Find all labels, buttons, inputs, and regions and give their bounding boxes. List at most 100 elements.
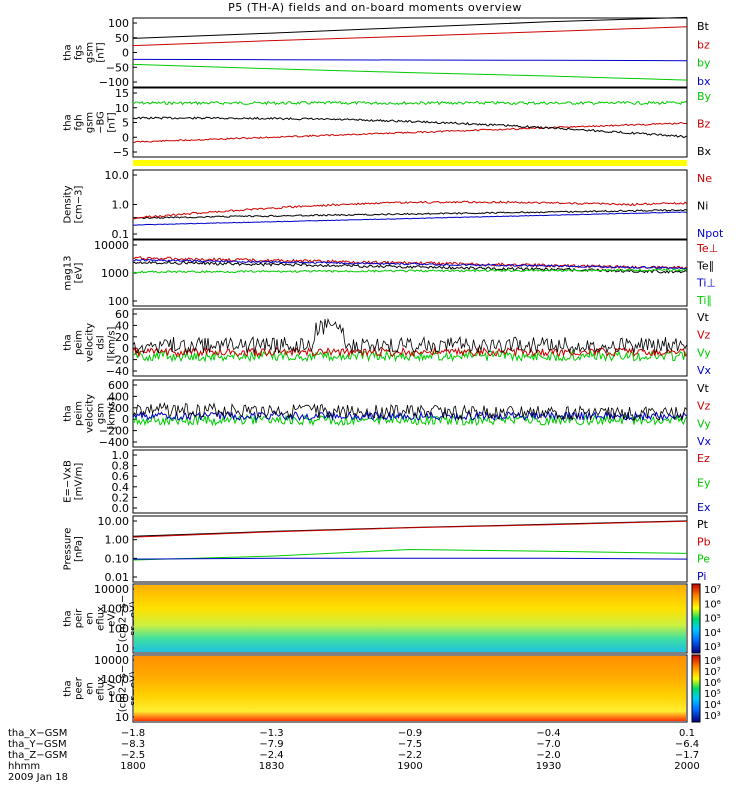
legend-by: by bbox=[697, 57, 711, 70]
legend-Bz: Bz bbox=[697, 118, 711, 131]
ylabel-line: −BG bbox=[96, 111, 107, 134]
ytick-density: 10.0 bbox=[105, 169, 130, 182]
legend-Vy: Vy bbox=[697, 417, 711, 430]
series-Ti-perp bbox=[132, 258, 687, 270]
date-label: 2009 Jan 18 bbox=[8, 772, 68, 783]
ephem-row: tha_Z−GSM −2.5 −2.4 −2.2 −2.0 −1.7 bbox=[8, 750, 699, 761]
series-Ne bbox=[132, 200, 687, 220]
ytick-fgs: 100 bbox=[108, 17, 129, 30]
legend-Vt: Vt bbox=[697, 382, 710, 395]
series-Vt-gsm bbox=[132, 401, 687, 422]
ephem-label: hhmm bbox=[8, 761, 41, 772]
ephem-value: −1.3 bbox=[259, 728, 284, 739]
ylabel-line: en bbox=[85, 612, 96, 625]
ytick-vel1: 40 bbox=[115, 319, 129, 332]
ylabel-density: Density [cm−3] bbox=[63, 185, 85, 223]
series-bz bbox=[132, 26, 688, 47]
legend-Pi: Pi bbox=[697, 570, 706, 583]
legend-Te⊥: Te⊥ bbox=[696, 242, 718, 255]
legend-By: By bbox=[697, 90, 712, 103]
ytick-density: 1.0 bbox=[112, 199, 130, 212]
ephem-value: −8.3 bbox=[120, 739, 146, 750]
ephem-label: tha_Y−GSM bbox=[8, 739, 67, 750]
ylabel-line: eV/ bbox=[107, 610, 118, 627]
panel-frame-temp bbox=[132, 239, 688, 307]
ylabel-line: peim bbox=[74, 330, 85, 355]
ephem-value: 1900 bbox=[397, 761, 423, 772]
ylabel-line: Pressure bbox=[63, 528, 74, 571]
series-Ni bbox=[132, 208, 687, 220]
panel-frame-pressure bbox=[132, 515, 688, 583]
ylabel-vel2: tha peim velocity gsm [km/s] bbox=[63, 394, 118, 433]
legend-Ni: Ni bbox=[697, 200, 708, 213]
ytick-efield: 0.4 bbox=[112, 481, 130, 494]
ytick-peer: 1000 bbox=[101, 673, 129, 686]
ephem-value: 1800 bbox=[120, 761, 146, 772]
colorbar-tick: 10⁶ bbox=[704, 599, 721, 610]
ylabel-line: [nPa] bbox=[74, 536, 85, 562]
ylabel-line: tha bbox=[63, 44, 74, 60]
series-Pb bbox=[132, 520, 688, 538]
ylabel-line: peer bbox=[74, 676, 85, 700]
legend-bz: bz bbox=[697, 38, 710, 51]
ylabel-line: dsl bbox=[96, 335, 107, 349]
panel-frame-peer bbox=[132, 654, 688, 723]
ytick-efield: 0.6 bbox=[112, 470, 130, 483]
ytick-pressure: 0.10 bbox=[105, 552, 130, 565]
series-Pi bbox=[132, 557, 688, 560]
ytick-efield: 0.0 bbox=[112, 502, 130, 515]
legend-Ti∥: Ti∥ bbox=[696, 294, 712, 307]
legend-Vz: Vz bbox=[697, 329, 711, 342]
ylabel-line: tha bbox=[63, 610, 74, 626]
panel-frame-density bbox=[132, 169, 688, 240]
ytick-fgs: 50 bbox=[115, 32, 129, 45]
series-Npot bbox=[132, 211, 687, 226]
legend-Npot: Npot bbox=[697, 227, 724, 240]
colorbar-tick: 10⁷ bbox=[704, 585, 721, 596]
colorbar-tick: 10⁷ bbox=[704, 667, 721, 678]
panel-frame-vel2 bbox=[132, 379, 688, 448]
legend-Ti⊥: Ti⊥ bbox=[696, 277, 716, 290]
ephem-label: tha_X−GSM bbox=[8, 728, 68, 739]
ephem-value: −2.5 bbox=[120, 750, 146, 761]
ytick-fgs: −50 bbox=[106, 61, 129, 74]
ylabel-line: en bbox=[85, 682, 96, 695]
panel-frame-peir bbox=[132, 583, 688, 654]
series-Te-perp bbox=[132, 256, 687, 270]
spectrogram-peir bbox=[134, 585, 686, 652]
ytick-peer: 10000 bbox=[94, 654, 129, 667]
panel-frame-vel1 bbox=[132, 308, 688, 377]
ytick-vel1: 0 bbox=[122, 342, 129, 355]
legend-Bx: Bx bbox=[697, 145, 712, 158]
ylabel-line: [km/s] bbox=[107, 397, 118, 429]
ylabel-line: gsm bbox=[85, 112, 96, 133]
legend-Ne: Ne bbox=[697, 172, 712, 185]
ephem-value: 1830 bbox=[258, 761, 285, 772]
colorbar-tick: 10⁴ bbox=[704, 628, 721, 639]
ytick-temp: 1000 bbox=[101, 267, 129, 280]
ytick-fgs: 0 bbox=[122, 47, 129, 60]
ytick-vel2: −200 bbox=[99, 425, 129, 438]
series-Bt bbox=[132, 16, 688, 39]
ytick-temp: 100 bbox=[108, 295, 129, 308]
legend-Pe: Pe bbox=[697, 553, 710, 566]
ytick-peir: 10000 bbox=[94, 583, 129, 596]
ephem-value: 2000 bbox=[674, 761, 700, 772]
colorbar-tick: 10³ bbox=[704, 642, 721, 653]
series-bx bbox=[132, 63, 688, 81]
ephemeris-table: tha_X−GSM −1.8 −1.3 −0.9 −0.4 0.1 tha_Y−GSM −8.… bbox=[8, 728, 700, 783]
panel-frame-fgh bbox=[132, 87, 688, 158]
ytick-peer: 10 bbox=[115, 711, 129, 724]
ylabel-line: peim bbox=[74, 401, 85, 426]
legend-Vz: Vz bbox=[697, 400, 711, 413]
ylabel-line: fgh bbox=[74, 114, 85, 130]
ephem-row: tha_Y−GSM −8.3 −7.9 −7.5 −7.0 −6.4 bbox=[8, 739, 699, 750]
series-Ti-par bbox=[132, 268, 687, 274]
ylabel-line: [km/s] bbox=[107, 326, 118, 358]
ylabel-temp: mag13 [eV] bbox=[63, 256, 85, 291]
legend-Vt: Vt bbox=[697, 311, 710, 324]
ephem-value: −1.8 bbox=[120, 728, 146, 739]
ephem-value: −0.9 bbox=[397, 728, 423, 739]
ytick-vel2: 200 bbox=[108, 402, 129, 415]
